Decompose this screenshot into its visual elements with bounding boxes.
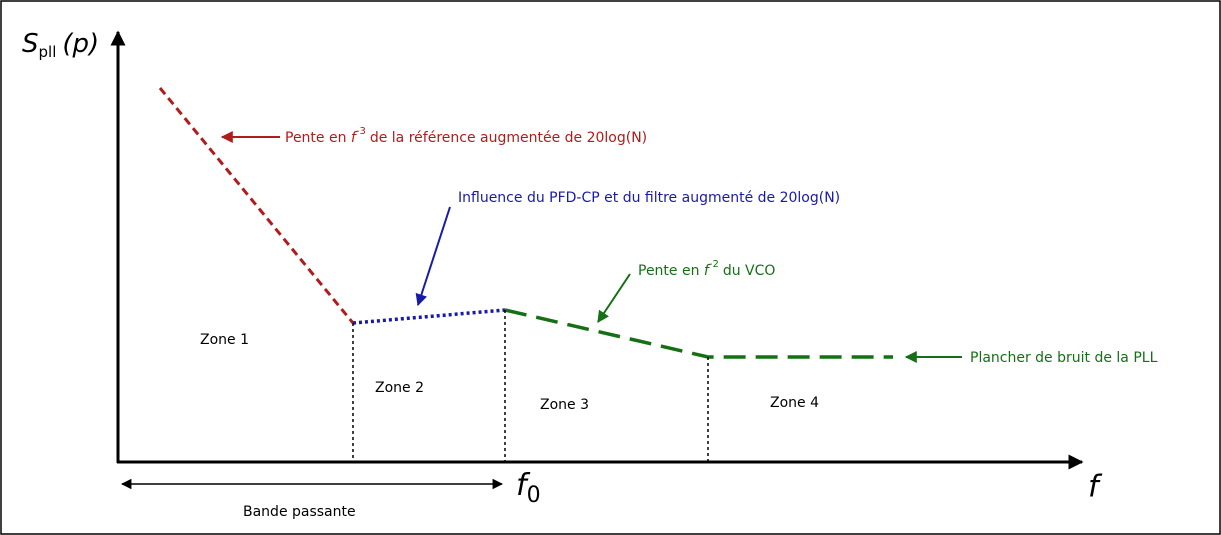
f0-label: f0 (516, 468, 541, 509)
x-axis-label: f (1088, 470, 1103, 505)
annotation: Influence du PFD-CP et du filtre augment… (458, 190, 840, 206)
zone-label: Zone 4 (770, 395, 819, 411)
y-axis-label: Spll (p) (22, 29, 99, 61)
annotation: Pente en f-2 du VCO (638, 259, 775, 279)
annotation: Pente en f-3 de la référence augmentée de… (285, 126, 647, 146)
vco-segment (504, 308, 893, 359)
pfd-segment (352, 308, 506, 325)
zone-label: Zone 1 (200, 332, 249, 348)
arrow (597, 273, 631, 323)
bandwidth-label: Bande passante (243, 504, 356, 520)
arrow (415, 206, 451, 307)
zone-label: Zone 3 (540, 397, 589, 413)
zone-label: Zone 2 (375, 380, 424, 396)
annotation: Plancher de bruit de la PLL (970, 350, 1158, 366)
reference-slope (158, 87, 355, 324)
